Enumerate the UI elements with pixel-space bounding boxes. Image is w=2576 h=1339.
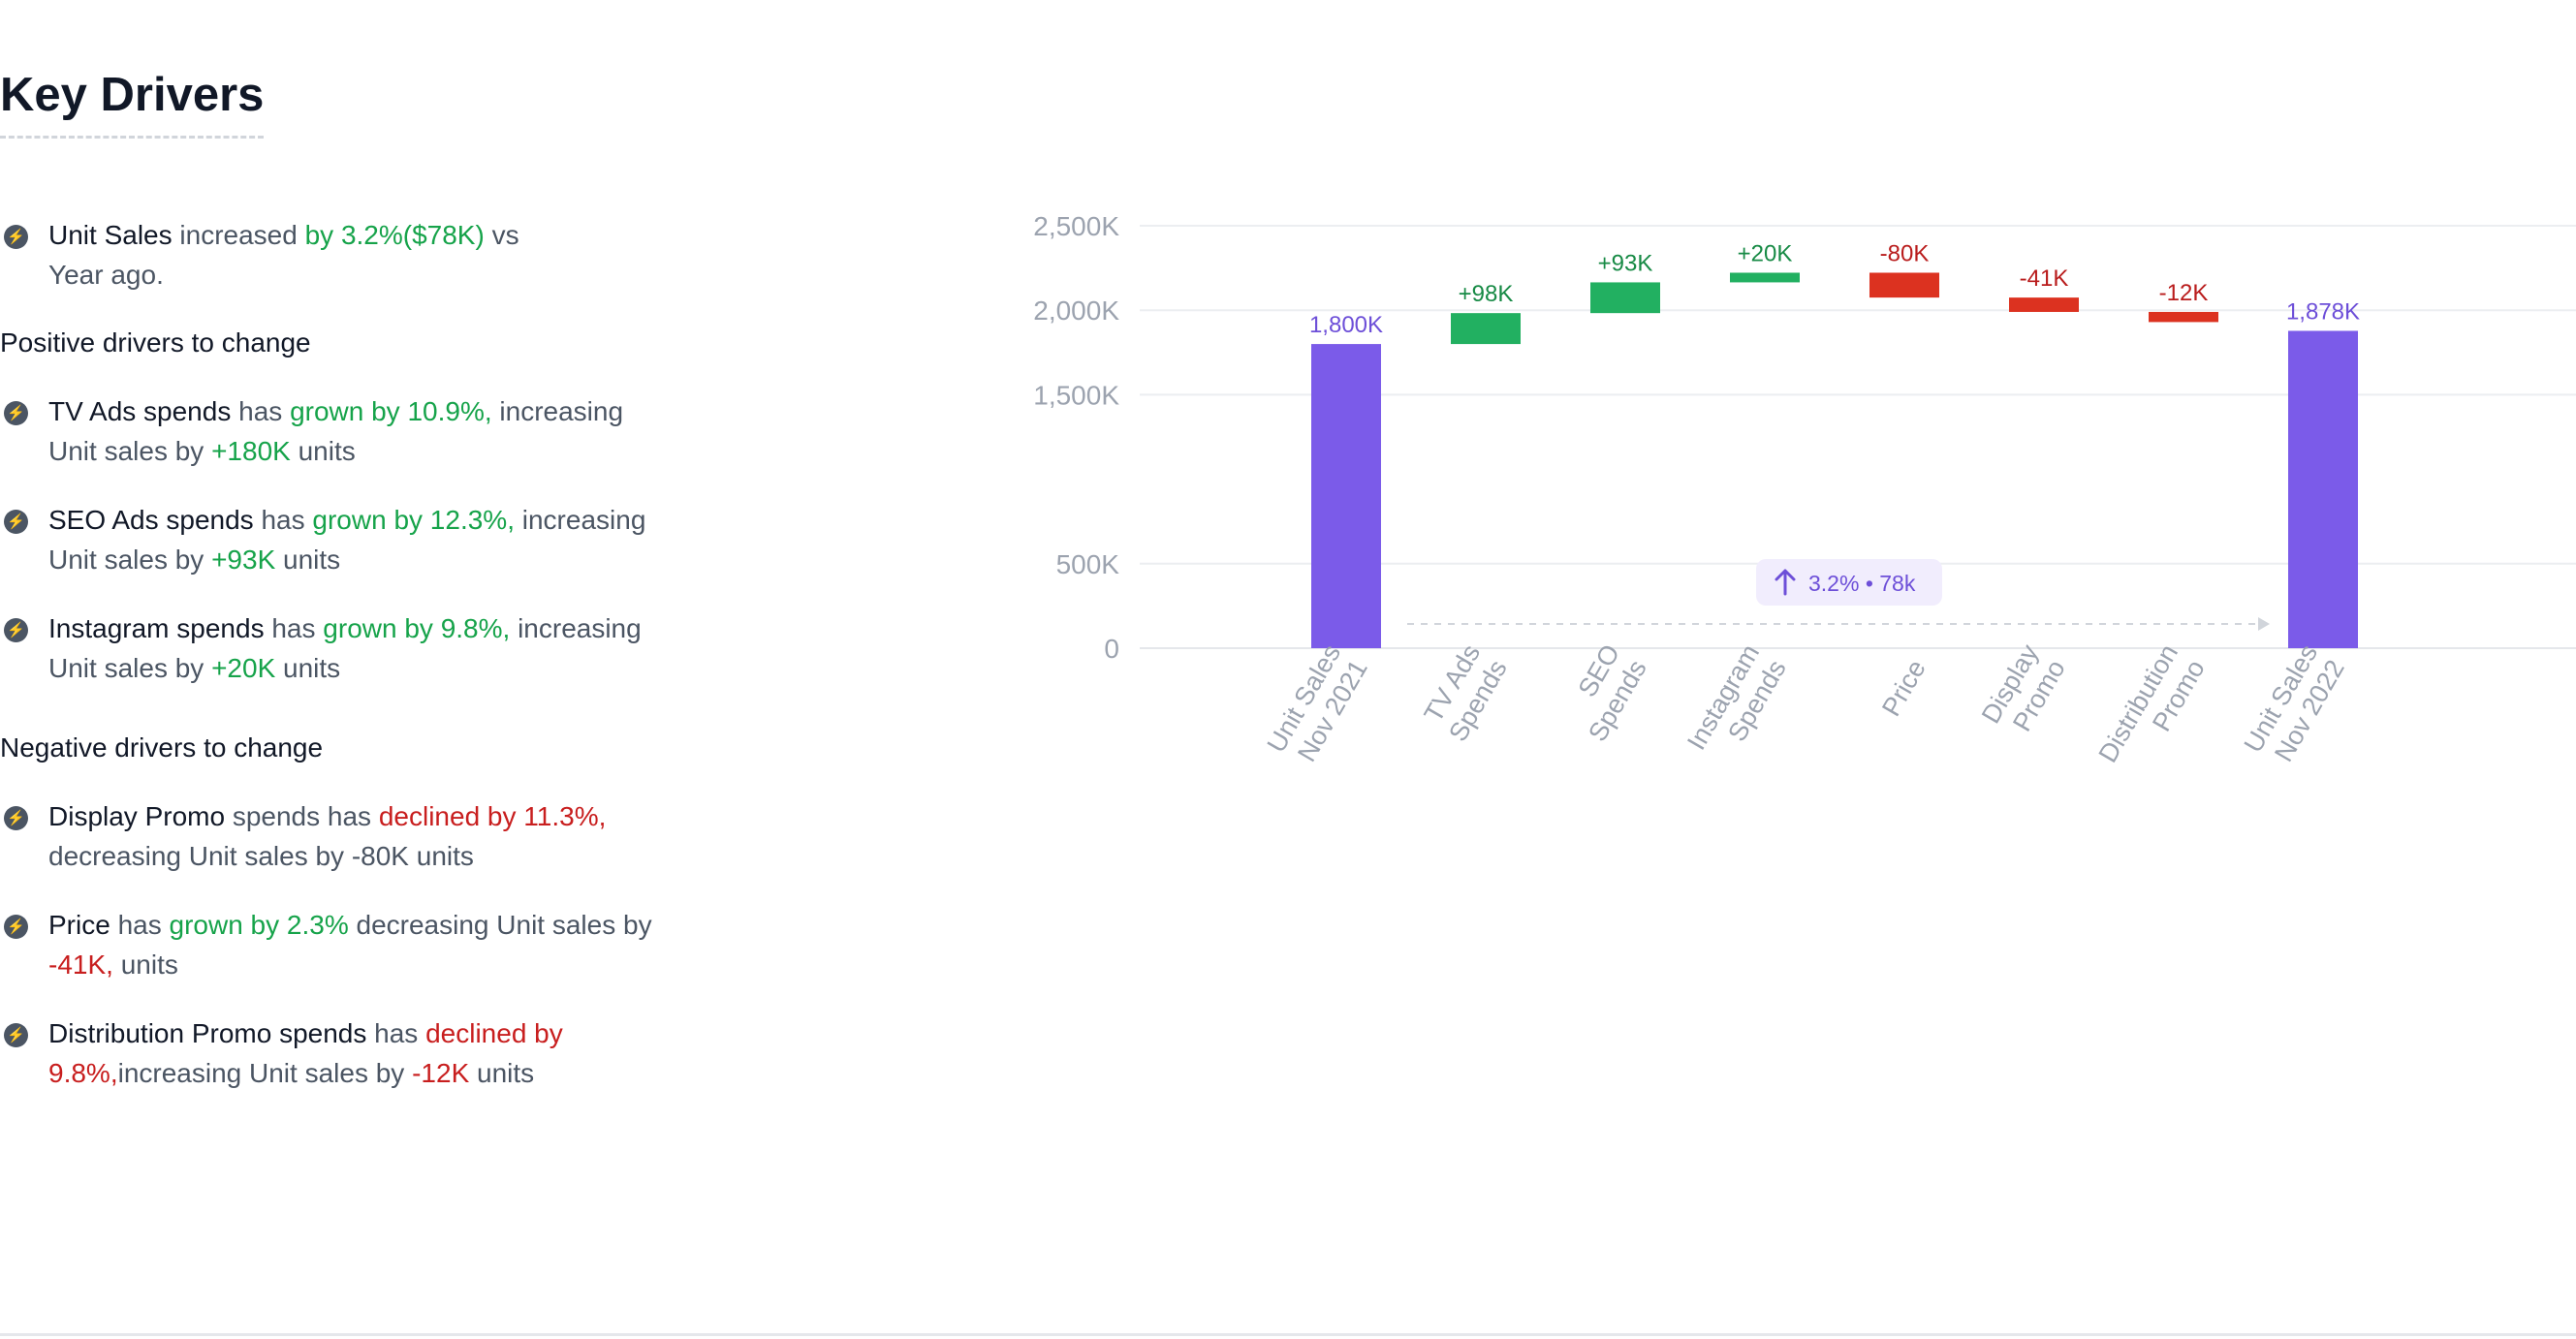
bar-value-label: +98K	[1459, 281, 1514, 307]
bar-value-label: 1,800K	[1309, 312, 1383, 338]
waterfall-bar-increase	[1590, 282, 1660, 314]
driver-tail: increasing	[521, 505, 646, 535]
driver-line2-post: units	[283, 653, 341, 683]
driver-subject: Price	[48, 910, 110, 940]
negative-heading: Negative drivers to change	[0, 732, 324, 763]
bar-value-label: -80K	[1880, 240, 1930, 266]
driver-tail: increasing	[499, 396, 624, 426]
driver-verb: has	[261, 505, 305, 535]
negative-item-display-promo: ⚡ Display Promo spends has declined by 1…	[0, 796, 737, 876]
summary-line2: Year ago.	[48, 260, 164, 290]
positive-item-tv-ads: ⚡ TV Ads spends has grown by 10.9%, incr…	[0, 391, 737, 471]
driver-change: grown by 12.3%,	[312, 505, 515, 535]
bar-value-label: -41K	[2020, 265, 2069, 292]
driver-subject: Distribution Promo spends	[48, 1018, 367, 1048]
waterfall-bar-total	[2288, 330, 2358, 648]
waterfall-chart: 0 500K 1,500K 2,000K 2,500K 3.2% • 78k 1,800…	[1033, 211, 2576, 767]
bolt-icon: ⚡	[4, 510, 28, 534]
bar-value-label: +93K	[1598, 250, 1653, 276]
summary-item: ⚡ Unit Sales increased by 3.2%($78K) vs …	[0, 215, 737, 295]
waterfall-bar-decrease	[2009, 297, 2079, 312]
driver-amount: -12K	[412, 1058, 470, 1088]
bar-value-label: -12K	[2159, 280, 2209, 306]
summary-change: by 3.2%($78K)	[304, 220, 485, 250]
driver-line2-pre: Unit sales by	[48, 436, 204, 466]
driver-amount: -41K,	[48, 950, 113, 980]
driver-line2-post: increasing Unit sales by	[117, 1058, 405, 1088]
footer-divider	[0, 1333, 2576, 1336]
waterfall-bar-decrease	[1869, 272, 1939, 298]
driver-line2-pre: Unit sales by	[48, 545, 204, 575]
x-tick-label-line: Price	[1876, 655, 1932, 721]
driver-subject: Display Promo	[48, 801, 226, 831]
driver-change: declined by	[425, 1018, 563, 1048]
driver-amount: +180K	[211, 436, 291, 466]
bar-value-label: 1,878K	[2286, 298, 2360, 325]
y-tick-label: 2,000K	[1033, 296, 1119, 326]
driver-verb: has	[374, 1018, 419, 1048]
bolt-icon: ⚡	[4, 401, 28, 425]
page-title: Key Drivers	[0, 68, 265, 139]
y-tick-label: 1,500K	[1033, 380, 1119, 410]
driver-verb: has	[238, 396, 283, 426]
positive-item-seo-ads: ⚡ SEO Ads spends has grown by 12.3%, inc…	[0, 500, 737, 579]
bolt-icon: ⚡	[4, 618, 28, 642]
driver-subject: SEO Ads spends	[48, 505, 254, 535]
driver-line2-post: units	[283, 545, 341, 575]
driver-change-cont: 9.8%,	[48, 1058, 118, 1088]
bolt-icon: ⚡	[4, 915, 28, 939]
driver-line2-post: units	[120, 950, 178, 980]
negative-item-distribution-promo: ⚡ Distribution Promo spends has declined…	[0, 1013, 737, 1093]
driver-subject: Instagram spends	[48, 613, 265, 643]
positive-heading: Positive drivers to change	[0, 327, 311, 358]
bolt-icon: ⚡	[4, 806, 28, 830]
y-tick-label: 2,500K	[1033, 211, 1119, 241]
growth-annotation-text: 3.2% • 78k	[1808, 571, 1916, 596]
driver-tail: increasing	[518, 613, 642, 643]
driver-tail: decreasing Unit sales by	[356, 910, 652, 940]
growth-annotation: 3.2% • 78k	[1756, 559, 1942, 606]
waterfall-bar-increase	[1451, 313, 1521, 345]
y-tick-label: 0	[1104, 634, 1119, 664]
waterfall-bar-total	[1311, 344, 1381, 648]
bolt-icon: ⚡	[4, 1023, 28, 1047]
negative-item-price: ⚡ Price has grown by 2.3% decreasing Uni…	[0, 905, 737, 984]
driver-amount: +20K	[211, 653, 276, 683]
driver-change: grown by 2.3%	[169, 910, 349, 940]
driver-line2-end: units	[477, 1058, 535, 1088]
summary-pre: increased	[179, 220, 298, 250]
driver-amount: +93K	[211, 545, 276, 575]
driver-line2-pre: Unit sales by	[48, 653, 204, 683]
driver-line2-post: units	[298, 436, 356, 466]
summary-subject: Unit Sales	[48, 220, 173, 250]
bar-value-label: +20K	[1738, 240, 1793, 266]
summary-line1-end: vs	[491, 220, 519, 250]
trend-arrow-head	[2258, 617, 2270, 631]
positive-item-instagram: ⚡ Instagram spends has grown by 9.8%, in…	[0, 608, 737, 688]
driver-change: grown by 9.8%,	[323, 613, 511, 643]
driver-verb: has	[117, 910, 162, 940]
drivers-panel: ⚡ Unit Sales increased by 3.2%($78K) vs …	[0, 215, 737, 1093]
driver-subject: TV Ads spends	[48, 396, 232, 426]
driver-line2: decreasing Unit sales by -80K units	[48, 841, 474, 871]
arrow-up-icon	[1775, 569, 1796, 596]
driver-verb: has	[271, 613, 316, 643]
driver-change: grown by 10.9%,	[290, 396, 492, 426]
y-tick-label: 500K	[1056, 549, 1120, 579]
driver-verb: spends has	[232, 801, 372, 831]
driver-change: declined by 11.3%,	[378, 801, 607, 831]
x-tick-label: Price	[1876, 655, 1932, 721]
waterfall-bar-increase	[1730, 272, 1800, 283]
bolt-icon: ⚡	[4, 225, 28, 249]
waterfall-bar-decrease	[2149, 311, 2218, 323]
